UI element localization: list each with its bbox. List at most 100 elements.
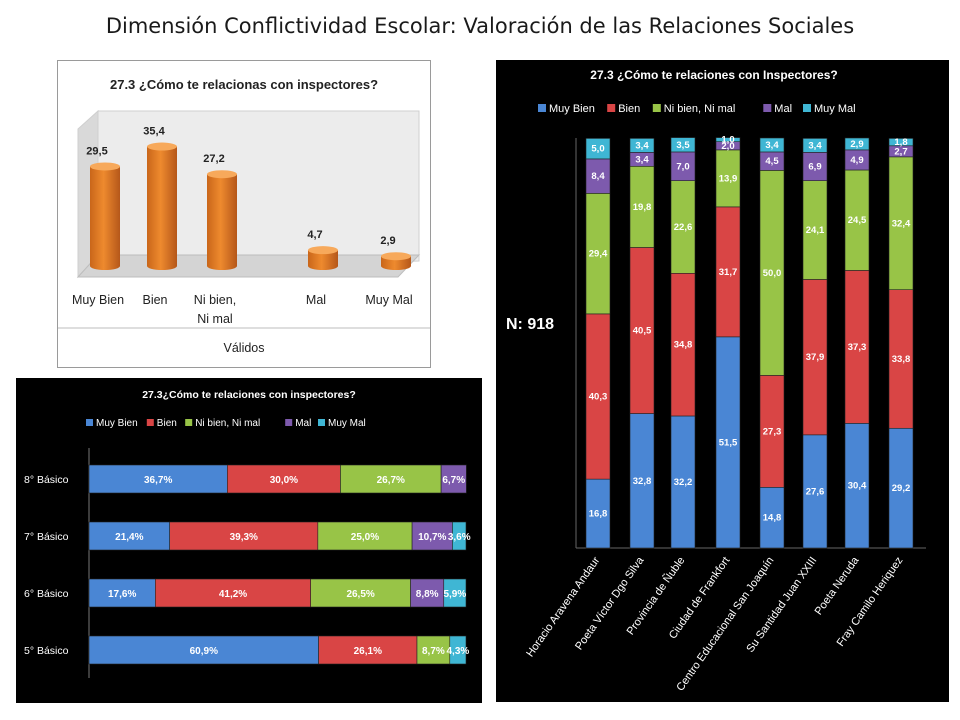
bar-poeta-neruda-bien — [844, 270, 870, 424]
legend-swatch-ni-bien-ni-mal — [185, 419, 193, 426]
bar-provincia-de-nuble-muy-bien — [670, 415, 696, 549]
bar-horacio-aravena-andaur-mal — [585, 158, 611, 194]
legend-swatch-muy-mal — [803, 104, 811, 112]
value-label-mal: 4,7 — [307, 229, 322, 241]
bar-bien — [147, 146, 177, 270]
data-label-poeta-neruda-muy-mal: 2,9 — [850, 139, 863, 150]
bar-top-ni-bien-ni-mal — [207, 170, 237, 179]
horizontal-bar-chart-panel: 27.3¿Cómo te relaciones con inspectores?… — [16, 378, 482, 703]
data-label-provincia-de-nuble-bien: 34,8 — [674, 340, 693, 351]
bar-7-basico-muy-mal — [452, 521, 467, 551]
bar-top-bien — [147, 142, 177, 151]
bar-fray-camilo-heriquez-ni-bien-ni-mal — [888, 156, 914, 290]
bar-provincia-de-nuble-ni-bien-ni-mal — [670, 180, 696, 274]
data-label-su-santidad-juan-xxiii-muy-mal: 3,4 — [808, 140, 822, 151]
data-label-poeta-neruda-ni-bien-ni-mal: 24,5 — [848, 215, 867, 226]
data-label-5-basico-muy-bien: 60,9% — [190, 646, 218, 657]
bar-horacio-aravena-andaur-muy-bien — [585, 478, 611, 549]
data-label-centro-educacional-san-joaquin-mal: 4,5 — [765, 156, 779, 167]
bar-centro-educacional-san-joaquin-muy-bien — [759, 487, 785, 549]
data-label-horacio-aravena-andaur-muy-mal: 5,0 — [591, 144, 604, 155]
category-label-6-basico: 6° Básico — [24, 588, 69, 600]
bar-6-basico-muy-bien — [88, 578, 156, 608]
value-label-bien: 35,4 — [143, 126, 165, 138]
data-label-6-basico-muy-bien: 17,6% — [108, 589, 136, 600]
category-label-horacio-aravena-andaur: Horacio Aravena Andaur — [524, 555, 602, 660]
legend-label-bien: Bien — [618, 103, 640, 115]
page-title: Dimensión Conflictividad Escolar: Valora… — [105, 14, 855, 38]
data-label-centro-educacional-san-joaquin-bien: 27,3 — [763, 426, 782, 437]
data-label-poeta-neruda-muy-bien: 30,4 — [848, 481, 867, 492]
vertical-stacked-bar-chart: 27.3 ¿Cómo te relaciones con Inspectores… — [524, 68, 926, 693]
legend-swatch-muy-mal — [318, 419, 325, 426]
legend-label-ni-bien-ni-mal: Ni bien, Ni mal — [664, 103, 736, 115]
bar-mal — [308, 250, 338, 270]
data-label-su-santidad-juan-xxiii-ni-bien-ni-mal: 24,1 — [806, 225, 825, 236]
group-label: Válidos — [224, 341, 265, 355]
legend-swatch-bien — [146, 419, 154, 426]
legend-swatch-ni-bien-ni-mal — [652, 104, 661, 112]
data-label-7-basico-muy-bien: 21,4% — [115, 532, 143, 543]
bar-5-basico-muy-bien — [88, 635, 319, 665]
data-label-poeta-neruda-mal: 4,9 — [850, 155, 863, 166]
data-label-ciudad-de-frankfort-mal: 2,0 — [721, 141, 734, 152]
data-label-poeta-victor-dgo-silva-muy-bien: 32,8 — [633, 476, 652, 487]
data-label-5-basico-muy-mal: 4,3% — [446, 646, 469, 657]
bar-su-santidad-juan-xxiii-ni-bien-ni-mal — [802, 180, 828, 280]
legend-label-muy-bien: Muy Bien — [549, 103, 595, 115]
horizontal-stacked-bar-chart: 27.3¿Cómo te relaciones con inspectores?… — [24, 389, 471, 678]
data-label-horacio-aravena-andaur-mal: 8,4 — [591, 171, 605, 182]
legend-label-muy-mal: Muy Mal — [328, 418, 366, 429]
legend-label-mal: Mal — [295, 418, 311, 429]
bar-provincia-de-nuble-muy-mal — [670, 137, 696, 153]
data-label-ciudad-de-frankfort-bien: 31,7 — [719, 267, 738, 278]
bar-provincia-de-nuble-bien — [670, 273, 696, 417]
data-label-fray-camilo-heriquez-bien: 33,8 — [892, 354, 911, 365]
category-label-5-basico: 5° Básico — [24, 645, 69, 657]
bar-8-basico-mal — [440, 464, 467, 494]
category-label-muy-mal: Muy Mal — [365, 293, 412, 307]
bar-fray-camilo-heriquez-muy-mal — [888, 138, 914, 147]
data-label-8-basico-bien: 30,0% — [270, 475, 298, 486]
data-label-horacio-aravena-andaur-muy-bien: 16,8 — [589, 509, 608, 520]
data-label-poeta-victor-dgo-silva-muy-mal: 3,4 — [635, 140, 649, 151]
bar-7-basico-bien — [169, 521, 319, 551]
chart-title: 27.3 ¿Cómo te relacionas con inspectores… — [110, 77, 378, 92]
category-label-muy-bien: Muy Bien — [72, 293, 124, 307]
data-label-provincia-de-nuble-muy-bien: 32,2 — [674, 477, 693, 488]
data-label-provincia-de-nuble-muy-mal: 3,5 — [676, 140, 690, 151]
data-label-fray-camilo-heriquez-muy-mal: 1,8 — [894, 137, 907, 148]
bar-poeta-victor-dgo-silva-muy-bien — [629, 413, 655, 549]
vertical-bar-chart-panel: 27.3 ¿Cómo te relaciones con Inspectores… — [496, 60, 949, 702]
bar-6-basico-bien — [155, 578, 311, 608]
data-label-8-basico-ni-bien-ni-mal: 26,7% — [377, 475, 405, 486]
legend-label-muy-mal: Muy Mal — [814, 103, 856, 115]
data-label-fray-camilo-heriquez-ni-bien-ni-mal: 32,4 — [892, 218, 911, 229]
data-label-centro-educacional-san-joaquin-ni-bien-ni-mal: 50,0 — [763, 268, 782, 279]
data-label-poeta-neruda-bien: 37,3 — [848, 342, 867, 353]
legend-swatch-mal — [285, 419, 293, 426]
legend-swatch-mal — [763, 104, 772, 112]
data-label-ciudad-de-frankfort-ni-bien-ni-mal: 13,9 — [719, 173, 738, 184]
data-label-6-basico-bien: 41,2% — [219, 589, 247, 600]
bar-centro-educacional-san-joaquin-muy-mal — [759, 137, 785, 153]
data-label-su-santidad-juan-xxiii-mal: 6,9 — [808, 161, 821, 172]
data-label-fray-camilo-heriquez-mal: 2,7 — [894, 146, 907, 157]
legend-swatch-bien — [607, 104, 616, 112]
bar-su-santidad-juan-xxiii-muy-mal — [802, 138, 828, 153]
data-label-6-basico-muy-mal: 5,9% — [443, 589, 466, 600]
value-label-muy-bien: 29,5 — [86, 145, 107, 157]
data-label-centro-educacional-san-joaquin-muy-bien: 14,8 — [763, 513, 782, 524]
bar-centro-educacional-san-joaquin-ni-bien-ni-mal — [759, 170, 785, 376]
bar-7-basico-mal — [411, 521, 453, 551]
data-label-su-santidad-juan-xxiii-bien: 37,9 — [806, 352, 825, 363]
data-label-8-basico-mal: 6,7% — [442, 475, 465, 486]
legend-label-bien: Bien — [157, 418, 177, 429]
cylinder-chart-panel: 27.3 ¿Cómo te relacionas con inspectores… — [57, 60, 431, 368]
data-label-ciudad-de-frankfort-muy-mal: 1,0 — [721, 135, 734, 146]
bar-poeta-victor-dgo-silva-ni-bien-ni-mal — [629, 165, 655, 248]
category-label-bien: Bien — [142, 293, 167, 307]
legend-label-muy-bien: Muy Bien — [96, 418, 138, 429]
bar-7-basico-ni-bien-ni-mal — [317, 521, 413, 551]
bar-su-santidad-juan-xxiii-mal — [802, 152, 828, 181]
